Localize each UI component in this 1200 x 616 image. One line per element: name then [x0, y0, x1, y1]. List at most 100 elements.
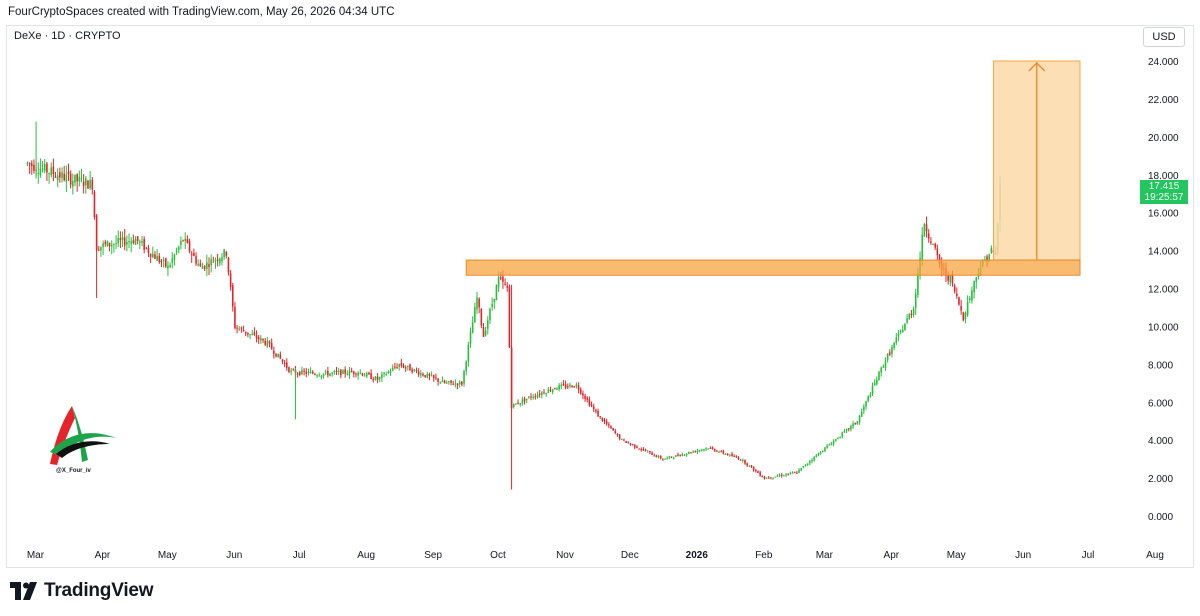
- candle-body: [234, 306, 236, 329]
- candle-body: [774, 476, 777, 478]
- candle-body: [886, 353, 889, 361]
- candle-body: [988, 254, 991, 262]
- candle-body: [698, 450, 701, 452]
- currency-selector[interactable]: USD: [1143, 27, 1185, 47]
- candle-body: [726, 453, 729, 456]
- last-price-tag: 17.415 19:25:57: [1140, 180, 1188, 204]
- candle-body: [809, 461, 811, 464]
- candle-body: [182, 240, 184, 242]
- candle-body: [528, 396, 530, 398]
- candle-body: [601, 417, 604, 421]
- candle-body: [357, 372, 359, 376]
- candle-body: [169, 264, 171, 267]
- candle-body: [499, 277, 502, 279]
- price-tick-label: 16.000: [1148, 209, 1179, 220]
- candle-body: [904, 323, 906, 331]
- candle-body: [573, 386, 576, 388]
- candle-body: [106, 241, 109, 247]
- chart-frame: [6, 25, 1194, 568]
- candle-body: [376, 376, 379, 380]
- candle-body: [152, 253, 154, 258]
- candle-body: [675, 455, 677, 457]
- candle-body: [837, 438, 839, 440]
- candle-body: [221, 257, 223, 262]
- candle-body: [960, 305, 962, 311]
- candle-body: [361, 373, 364, 376]
- candle-body: [145, 247, 148, 249]
- candle-body: [208, 264, 210, 267]
- candle-body: [867, 396, 869, 402]
- candle-body: [450, 380, 452, 383]
- candle-body: [126, 241, 128, 245]
- candle-body: [880, 367, 882, 373]
- candle-body: [385, 374, 388, 376]
- candle-body: [82, 181, 85, 187]
- candle-body: [495, 285, 498, 301]
- candle-body: [52, 166, 55, 175]
- candle-body: [39, 168, 42, 176]
- candle-body: [927, 233, 930, 239]
- candle-body: [368, 372, 370, 375]
- price-tick-label: 4.000: [1148, 436, 1173, 447]
- candle-body: [424, 375, 426, 377]
- candle-body: [33, 164, 35, 171]
- candle-body: [283, 363, 286, 365]
- candle-body: [722, 450, 725, 454]
- candle-body: [869, 394, 872, 397]
- candle-body: [614, 431, 617, 434]
- candle-body: [381, 374, 383, 378]
- candle-body: [404, 367, 407, 369]
- candle-body: [197, 263, 199, 265]
- candle-body: [692, 451, 694, 453]
- candle-body: [973, 281, 975, 292]
- candle-body: [569, 384, 571, 387]
- candle-body: [46, 163, 48, 173]
- candle-body: [876, 379, 878, 385]
- candle-body: [612, 428, 614, 431]
- overlays: [465, 60, 1081, 276]
- candle-body: [383, 372, 385, 374]
- candle-body: [344, 369, 346, 374]
- candle-body: [828, 444, 831, 446]
- candle-body: [521, 399, 524, 404]
- candle-body: [956, 293, 958, 297]
- candle-body: [229, 273, 232, 287]
- tradingview-logo[interactable]: TradingView: [10, 580, 154, 602]
- candle-body: [463, 370, 465, 384]
- candle-body: [91, 179, 94, 190]
- candle-body: [443, 380, 446, 384]
- candle-body: [54, 176, 57, 178]
- candle-body: [757, 471, 759, 474]
- candle-body: [871, 385, 874, 395]
- candle-body: [307, 371, 310, 373]
- candle-body: [249, 334, 251, 336]
- candle-body: [26, 162, 29, 164]
- candle-body: [672, 457, 675, 459]
- candle-body: [530, 396, 532, 398]
- candle-body: [761, 476, 764, 478]
- candle-body: [925, 224, 928, 232]
- candle-body: [253, 332, 256, 335]
- candle-body: [268, 341, 271, 344]
- symbol-label[interactable]: DeXe · 1D · CRYPTO: [14, 30, 121, 42]
- candle-body: [787, 473, 790, 475]
- candle-body: [456, 383, 459, 386]
- candle-body: [201, 266, 204, 269]
- candle-body: [227, 257, 230, 273]
- candle-body: [97, 249, 100, 251]
- candle-body: [534, 396, 537, 398]
- candle-body: [873, 382, 876, 386]
- candle-body: [735, 456, 738, 458]
- candle-body: [899, 330, 902, 332]
- candle-body: [108, 242, 111, 247]
- candle-body: [966, 302, 969, 315]
- candle-body: [789, 472, 792, 474]
- candle-body: [471, 322, 474, 334]
- candle-body: [932, 243, 934, 245]
- candle-body: [854, 422, 857, 424]
- candle-body: [670, 456, 673, 458]
- candle-body: [173, 254, 176, 260]
- candle-body: [515, 403, 517, 405]
- candle-body: [474, 307, 476, 323]
